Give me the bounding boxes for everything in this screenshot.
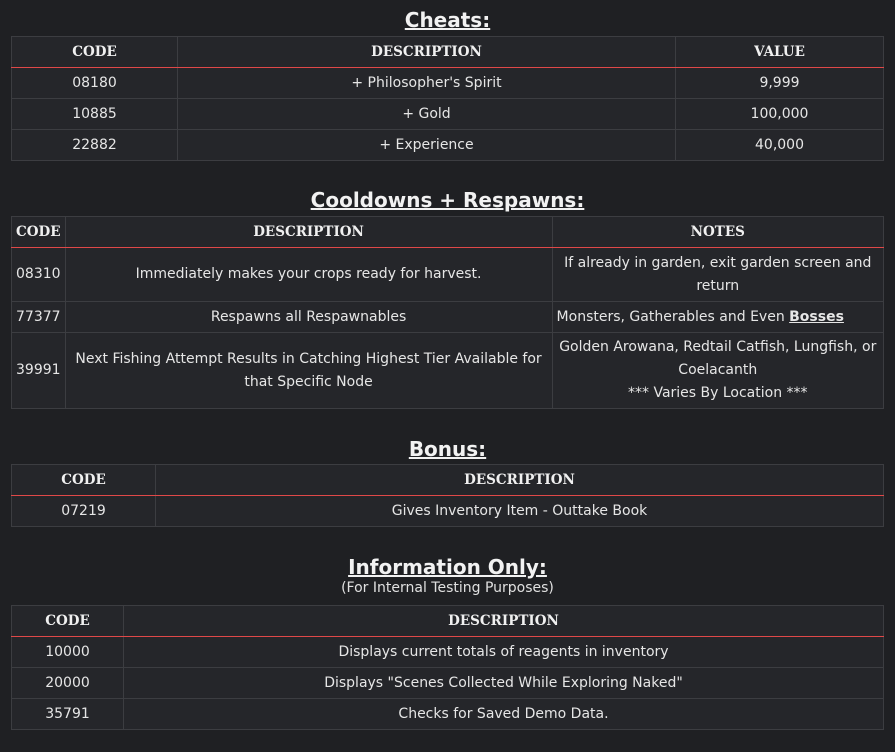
col-description: DESCRIPTION <box>177 36 676 68</box>
table-row: 08180 + Philosopher's Spirit 9,999 <box>11 67 884 99</box>
bonus-table: CODE DESCRIPTION 07219 Gives Inventory Ite… <box>11 464 884 527</box>
col-description: DESCRIPTION <box>64 216 553 248</box>
col-description: DESCRIPTION <box>123 605 884 637</box>
table-row: 10885 + Gold 100,000 <box>11 98 884 130</box>
notes-text: Monsters, Gatherables and Even <box>556 308 790 325</box>
col-notes: NOTES <box>551 216 885 248</box>
notes: If already in garden, exit garden screen… <box>551 247 885 302</box>
description: + Experience <box>177 129 676 161</box>
table-row: 77377 Respawns all Respawnables Monsters, … <box>11 301 885 333</box>
info-section: Information Only: (For Internal Testing … <box>0 554 895 600</box>
cheats-section: Cheats: <box>0 7 895 33</box>
info-table: CODE DESCRIPTION 10000 Displays current to… <box>11 605 884 730</box>
col-code: CODE <box>11 216 66 248</box>
code: 10885 <box>11 98 178 130</box>
code: 08180 <box>11 67 178 99</box>
notes-text: Golden Arowana, Redtail Catfish, Lungfis… <box>559 339 877 378</box>
table-row: 07219 Gives Inventory Item - Outtake Book <box>11 495 884 527</box>
value: 100,000 <box>675 98 884 130</box>
cheats-table: CODE DESCRIPTION VALUE 08180 + Philosopher'… <box>11 36 884 161</box>
bonus-section: Bonus: <box>0 436 895 462</box>
code: 20000 <box>11 667 124 699</box>
description: + Philosopher's Spirit <box>177 67 676 99</box>
notes: Monsters, Gatherables and Even Bosses <box>551 301 885 333</box>
bonus-title: Bonus: <box>408 437 487 461</box>
description: Displays current totals of reagents in i… <box>123 636 884 668</box>
info-title: Information Only: <box>348 555 547 579</box>
value: 40,000 <box>675 129 884 161</box>
notes-extra: *** Varies By Location *** <box>628 385 808 401</box>
col-description: DESCRIPTION <box>155 464 884 496</box>
notes: Golden Arowana, Redtail Catfish, Lungfis… <box>551 332 885 409</box>
code: 39991 <box>11 332 66 409</box>
description: Respawns all Respawnables <box>64 301 553 333</box>
code: 22882 <box>11 129 178 161</box>
table-row: 22882 + Experience 40,000 <box>11 129 884 161</box>
code: 35791 <box>11 698 124 730</box>
table-row: 35791 Checks for Saved Demo Data. <box>11 698 884 730</box>
cheats-title: Cheats: <box>404 8 491 32</box>
col-value: VALUE <box>675 36 884 68</box>
table-row: 10000 Displays current totals of reagents… <box>11 636 884 668</box>
cooldowns-title: Cooldowns + Respawns: <box>310 188 585 212</box>
description: + Gold <box>177 98 676 130</box>
code: 07219 <box>11 495 156 527</box>
info-subtitle: (For Internal Testing Purposes) <box>341 580 554 596</box>
description: Checks for Saved Demo Data. <box>123 698 884 730</box>
col-code: CODE <box>11 464 156 496</box>
code: 77377 <box>11 301 66 333</box>
table-row: 08310 Immediately makes your crops ready … <box>11 247 885 302</box>
table-row: 39991 Next Fishing Attempt Results in Cat… <box>11 332 885 409</box>
col-code: CODE <box>11 605 124 637</box>
description: Immediately makes your crops ready for h… <box>64 247 553 302</box>
code: 08310 <box>11 247 66 302</box>
cooldowns-table: CODE DESCRIPTION NOTES 08310 Immediately ma… <box>11 216 885 409</box>
description: Displays "Scenes Collected While Explori… <box>123 667 884 699</box>
description: Next Fishing Attempt Results in Catching… <box>64 332 553 409</box>
value: 9,999 <box>675 67 884 99</box>
cooldowns-section: Cooldowns + Respawns: <box>0 187 895 213</box>
notes-bold: Bosses <box>789 308 844 325</box>
description: Gives Inventory Item - Outtake Book <box>155 495 884 527</box>
col-code: CODE <box>11 36 178 68</box>
code: 10000 <box>11 636 124 668</box>
table-row: 20000 Displays "Scenes Collected While Ex… <box>11 667 884 699</box>
